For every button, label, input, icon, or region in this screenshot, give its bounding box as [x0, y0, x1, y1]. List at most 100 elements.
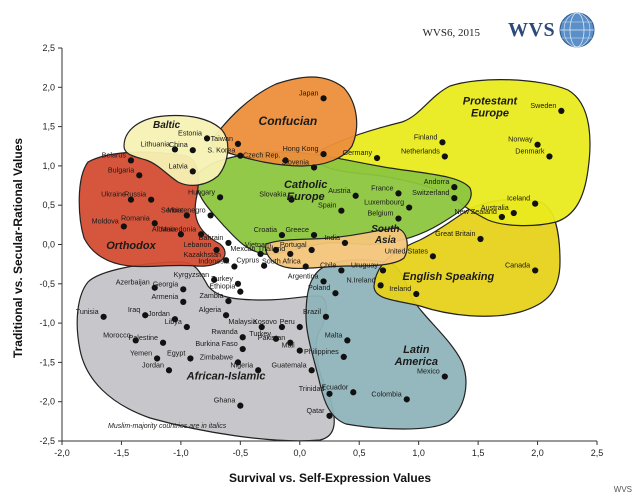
country-point — [282, 157, 289, 164]
x-axis-title: Survival vs. Self-Expression Values — [229, 471, 431, 485]
country-label: Romania — [121, 213, 150, 222]
country-point — [198, 231, 205, 238]
country-point — [217, 194, 224, 201]
country-label: Armenia — [152, 292, 179, 301]
country-label: Peru — [280, 317, 295, 326]
country-label: Macedonia — [161, 224, 196, 233]
country-label: Iraq — [128, 305, 140, 314]
country-point — [183, 323, 190, 331]
country-point — [258, 323, 265, 331]
country-label: Belarus — [102, 150, 127, 159]
country-label: Cyprus — [236, 256, 259, 265]
country-point — [350, 389, 357, 396]
y-tick-label: 0,5 — [42, 200, 55, 210]
country-point — [278, 323, 286, 331]
country-label: Kazakhstan — [184, 250, 222, 259]
country-label: Turkey — [249, 329, 271, 338]
country-label: N.Ireland — [346, 275, 375, 284]
survey-label: WVS6, 2015 — [423, 27, 481, 39]
zone-label: Orthodox — [106, 240, 156, 252]
country-label: Mexico — [417, 367, 440, 376]
country-point — [287, 250, 294, 258]
country-label: Jordan — [142, 360, 164, 369]
country-point — [546, 153, 553, 160]
country-label: Yemen — [130, 348, 152, 357]
country-label: Belgium — [367, 209, 393, 218]
country-point — [296, 323, 303, 331]
country-label: Hong Kong — [283, 144, 319, 153]
country-point — [211, 276, 218, 283]
country-point — [234, 280, 242, 287]
x-tick-label: -1,0 — [173, 448, 189, 458]
country-label: Morocco — [103, 330, 131, 339]
zone-label: Catholic Europe — [284, 179, 327, 203]
globe-icon — [559, 12, 595, 48]
country-point — [406, 204, 413, 211]
country-point — [127, 157, 135, 164]
country-point — [320, 278, 327, 285]
country-point — [231, 263, 238, 270]
country-label: Palestine — [128, 333, 158, 342]
country-point — [532, 267, 539, 274]
y-tick-label: -1,5 — [39, 357, 55, 367]
country-point — [272, 335, 280, 342]
y-tick-label: -0,5 — [39, 279, 55, 289]
country-label: Brazil — [303, 307, 321, 316]
country-label: Slovenia — [281, 157, 309, 166]
country-label: Albania — [152, 224, 176, 233]
country-label: Ghana — [214, 396, 236, 405]
country-label: Great Britain — [435, 229, 475, 238]
country-label: Montenegro — [167, 205, 205, 214]
y-tick-label: 1,5 — [42, 122, 55, 132]
country-point — [532, 200, 539, 207]
country-label: Canada — [505, 260, 530, 269]
country-label: Thailand — [258, 244, 286, 253]
country-point — [207, 212, 214, 219]
country-label: China — [169, 140, 188, 149]
zone-confucian — [211, 76, 358, 167]
country-point — [151, 284, 158, 291]
footnote: Muslim-majority countries are in italics — [108, 423, 227, 430]
country-label: Colombia — [371, 389, 401, 398]
country-point — [322, 313, 330, 320]
x-tick-label: 2,5 — [591, 448, 604, 458]
country-label: Lebanon — [184, 240, 212, 249]
country-label: Egypt — [167, 348, 185, 357]
country-point — [441, 373, 448, 380]
country-label: Czech Rep. — [243, 150, 281, 159]
country-label: New Zealand — [455, 207, 497, 216]
zone-south-asia — [265, 227, 408, 270]
country-label: India — [324, 233, 340, 242]
cultural-zones — [76, 76, 591, 442]
y-tick-label: -2,5 — [39, 436, 55, 446]
country-label: Poland — [308, 283, 330, 292]
country-point — [222, 312, 230, 319]
country-point — [338, 207, 345, 214]
country-point — [255, 367, 262, 374]
x-tick-label: 0,5 — [353, 448, 366, 458]
country-point — [413, 290, 420, 298]
country-point — [180, 298, 187, 305]
country-point — [257, 250, 264, 258]
x-tick-label: 1,0 — [412, 448, 425, 458]
y-tick-label: 2,0 — [42, 82, 55, 92]
country-label: Denmark — [515, 146, 545, 155]
country-label: Kosovo — [253, 317, 277, 326]
country-point — [239, 345, 246, 353]
country-point — [189, 168, 196, 175]
x-tick-label: -2,0 — [54, 448, 70, 458]
country-point — [187, 355, 194, 362]
country-point — [320, 151, 327, 158]
country-point — [558, 107, 565, 114]
country-label: Slovakia — [259, 190, 286, 199]
country-point — [344, 337, 351, 344]
logo-text: WVS — [508, 19, 555, 41]
country-label: Luxembourg — [364, 198, 404, 207]
country-point — [132, 337, 139, 344]
x-tick-label: 1,5 — [472, 448, 485, 458]
country-point — [189, 147, 196, 154]
zone-label: South Asia — [371, 224, 399, 246]
country-point — [288, 196, 295, 203]
country-label: Estonia — [178, 128, 202, 137]
country-label: France — [371, 183, 393, 192]
